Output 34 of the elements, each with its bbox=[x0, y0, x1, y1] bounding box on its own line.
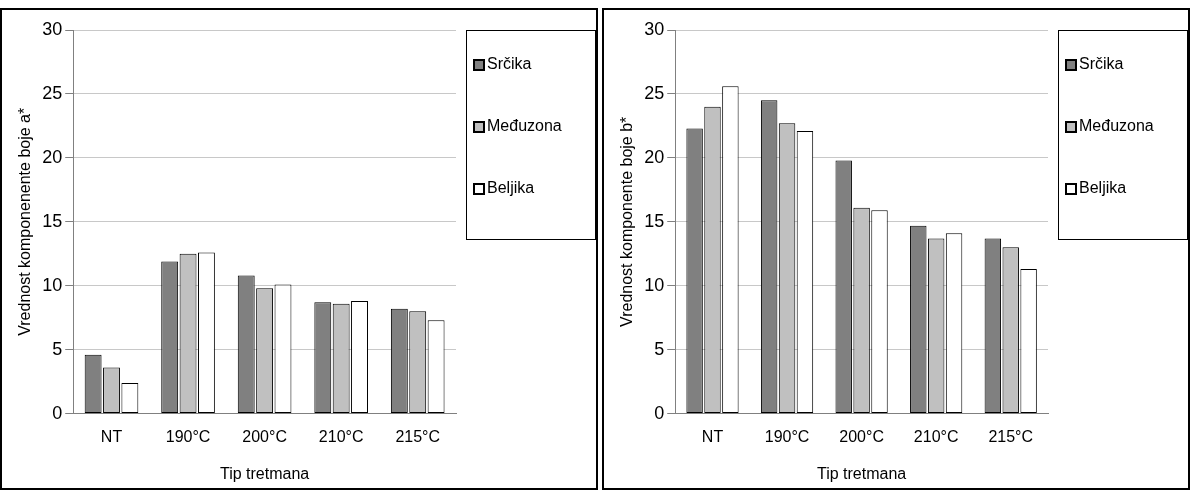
x-axis-title: Tip tretmana bbox=[220, 464, 310, 482]
y-tick-label: 20 bbox=[644, 146, 665, 167]
x-tick-label: 210°C bbox=[318, 427, 364, 445]
y-tick-label: 25 bbox=[644, 82, 665, 103]
x-tick-label: 190°C bbox=[764, 427, 810, 445]
text: Beljika bbox=[1079, 179, 1127, 197]
y-tick-label: 5 bbox=[52, 338, 63, 359]
legend-label: Srčika bbox=[1079, 55, 1124, 73]
y-tick-label: 5 bbox=[654, 338, 665, 359]
x-tick-label: 215°C bbox=[988, 427, 1034, 445]
x-tick-label: 200°C bbox=[242, 427, 287, 445]
legend-label: Srčika bbox=[487, 55, 532, 73]
legend-label: Međuzona bbox=[1079, 117, 1154, 135]
y-axis-title: Vrednost komponente boje b* bbox=[618, 116, 636, 327]
y-tick-label: 10 bbox=[42, 274, 63, 295]
x-axis-title: Tip tretmana bbox=[817, 464, 907, 482]
y-tick-label: 30 bbox=[42, 18, 63, 39]
y-tick-label: 15 bbox=[42, 210, 63, 231]
x-tick-label: 215°C bbox=[395, 427, 441, 445]
x-tick-label: NT bbox=[100, 427, 123, 445]
x-tick-label: 190°C bbox=[165, 427, 211, 445]
y-tick-label: 0 bbox=[654, 402, 665, 423]
y-tick-label: 10 bbox=[644, 274, 665, 295]
y-axis-title: Vrednost komponenente boje a* bbox=[16, 107, 34, 336]
x-tick-label: NT bbox=[701, 427, 724, 445]
text: Beljika bbox=[487, 179, 535, 197]
legend-label: Međuzona bbox=[487, 117, 562, 135]
y-tick-label: 25 bbox=[42, 82, 63, 103]
x-tick-label: 210°C bbox=[913, 427, 959, 445]
y-tick-label: 30 bbox=[644, 18, 665, 39]
y-tick-label: 20 bbox=[42, 146, 63, 167]
y-tick-label: 15 bbox=[644, 210, 665, 231]
y-tick-label: 0 bbox=[52, 402, 63, 423]
x-tick-label: 200°C bbox=[839, 427, 884, 445]
